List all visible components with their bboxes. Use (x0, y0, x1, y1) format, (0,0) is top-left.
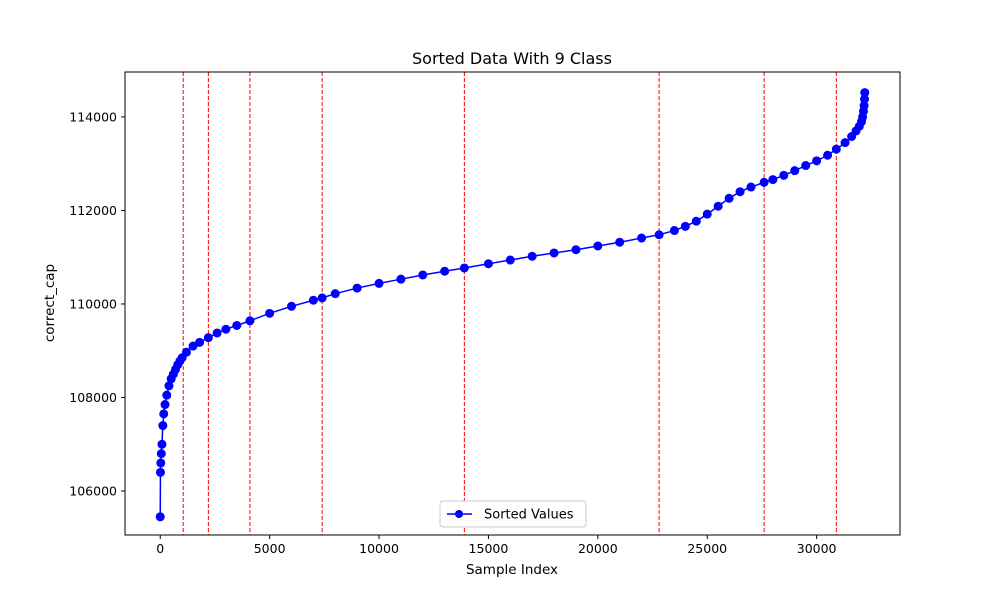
data-point (860, 94, 870, 104)
data-point (859, 101, 869, 111)
data-point (396, 274, 406, 284)
data-point (735, 187, 745, 197)
data-point (221, 324, 231, 334)
y-tick-label: 114000 (69, 109, 117, 124)
chart-title: Sorted Data With 9 Class (412, 49, 612, 68)
data-point (440, 266, 450, 276)
data-point (779, 170, 789, 180)
data-point (831, 144, 841, 154)
data-point (158, 421, 168, 431)
data-point (593, 241, 603, 251)
data-point (374, 278, 384, 288)
data-point (157, 439, 167, 449)
data-point (156, 449, 166, 459)
legend-marker-swatch (455, 510, 463, 518)
class-boundaries (182, 72, 837, 535)
data-point (812, 156, 822, 166)
data-point (155, 467, 165, 477)
x-axis-label: Sample Index (466, 562, 558, 578)
y-tick-label: 108000 (69, 390, 117, 405)
x-tick-label: 5000 (254, 541, 286, 556)
y-tick-label: 110000 (69, 296, 117, 311)
data-point (654, 230, 664, 240)
data-point (746, 182, 756, 192)
data-point (637, 233, 647, 243)
data-point (759, 177, 769, 187)
data-point (680, 221, 690, 231)
data-point (571, 245, 581, 255)
plot-area (125, 72, 900, 535)
legend: Sorted Values (439, 500, 587, 528)
data-point (483, 259, 493, 269)
data-point (245, 316, 255, 326)
data-point (418, 270, 428, 280)
data-point (669, 226, 679, 236)
data-point (505, 255, 515, 265)
data-point (352, 283, 362, 293)
data-point (459, 263, 469, 273)
data-point (860, 88, 870, 98)
data-point (823, 150, 833, 160)
x-tick-label: 10000 (359, 541, 399, 556)
data-point (162, 390, 172, 400)
data-point (159, 409, 169, 419)
data-point (160, 400, 170, 410)
y-axis-label: correct_cap (42, 264, 58, 342)
data-point (713, 201, 723, 211)
data-point (203, 333, 213, 343)
data-point (164, 381, 174, 391)
legend-entry-label: Sorted Values (484, 508, 574, 523)
data-point (330, 289, 340, 299)
data-point (527, 251, 537, 261)
data-point (188, 341, 198, 351)
data-point (615, 237, 625, 247)
data-point (308, 295, 318, 305)
data-point (232, 320, 242, 330)
data-point (724, 193, 734, 203)
data-point (287, 301, 297, 311)
data-point (181, 347, 191, 357)
plot-background (125, 72, 900, 535)
x-tick-label: 15000 (469, 541, 509, 556)
data-point (702, 209, 712, 219)
y-tick-label: 106000 (69, 484, 117, 499)
x-tick-label: 0 (156, 541, 164, 556)
data-point (549, 248, 559, 258)
data-point (691, 216, 701, 226)
data-point (790, 166, 800, 176)
data-point (840, 138, 850, 148)
x-tick-label: 25000 (687, 541, 727, 556)
x-tick-label: 30000 (797, 541, 837, 556)
data-point (195, 337, 205, 347)
data-point (212, 328, 222, 338)
data-series (155, 88, 870, 522)
legend-box (439, 500, 587, 528)
data-point (768, 175, 778, 185)
data-point (801, 161, 811, 171)
data-point (155, 512, 165, 522)
y-tick-label: 112000 (69, 203, 117, 218)
axes: 0 5000 10000 15000 20000 25000 30000 106000 1080… (69, 71, 901, 556)
data-point (156, 458, 166, 468)
data-point (265, 308, 275, 318)
x-tick-label: 20000 (578, 541, 618, 556)
data-point (317, 293, 327, 303)
